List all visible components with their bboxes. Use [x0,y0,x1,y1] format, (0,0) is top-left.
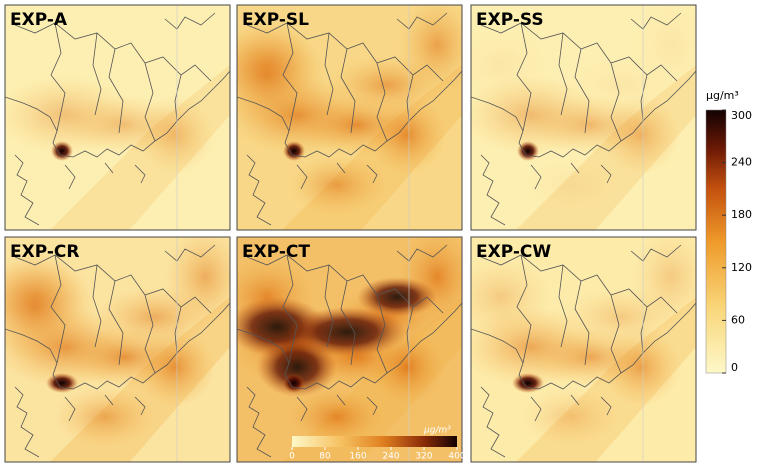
map-body [237,237,462,462]
tick-label: 300 [731,109,752,122]
hotspot [517,141,539,161]
hotspot [283,141,305,161]
panel-frame [236,4,463,231]
panel-frame [470,236,697,463]
tick-label: 240 [382,452,399,462]
map-body [5,237,230,462]
concentration-area [135,95,215,175]
inset-colorbar-bar [292,436,457,447]
map-panel: EXP-A [4,4,231,231]
tick-label: 0 [289,452,295,462]
map-body [5,5,230,230]
panel-frame [470,4,697,231]
colorbar-unit: μg/m³ [706,89,739,102]
panel-title: EXP-SS [476,10,544,30]
map-body [471,5,696,230]
concentration-area [257,337,337,397]
map-body [237,5,462,230]
colorbar [705,109,727,374]
colorbar-ticks: 0 60 120 180 240 300 [722,109,752,374]
map-panel: EXP-CT [236,236,463,463]
tick-label: 180 [731,208,752,221]
inset-colorbar-unit: μg/m³ [423,426,451,436]
map-body [471,237,696,462]
panel-title: EXP-A [10,10,68,30]
panel-frame [4,236,231,463]
concentration-area [237,20,327,130]
panel-frame [4,4,231,231]
concentration-area [521,155,621,215]
concentration-area [5,252,95,362]
panel-title: EXP-SL [242,10,309,30]
concentration-area [287,387,387,447]
tick-label: 60 [731,313,745,326]
panels: EXP-A EXP-SL EXP-SS EXP-CR EXP-CT EXP-CW [4,4,697,463]
concentration-area [287,155,387,215]
map-panel: EXP-CW [470,236,697,463]
inset-colorbar: μg/m³ 0 80 160 240 320 400 [289,426,466,462]
concentration-area [357,277,437,317]
panel-frame [236,236,463,463]
panel-title: EXP-CW [476,242,551,262]
tick-label: 120 [731,261,752,274]
concentration-area [521,387,621,447]
map-panel: EXP-SL [236,4,463,231]
concentration-area [165,237,230,327]
map-panel: EXP-CR [4,236,231,463]
hotspot [283,373,305,393]
concentration-area [471,257,551,337]
tick-label: 160 [349,452,366,462]
concentration-area [631,237,696,327]
tick-label: 320 [415,452,432,462]
concentration-area [631,5,696,95]
panel-title: EXP-CT [242,242,310,262]
panel-title: EXP-CR [10,242,80,262]
concentration-area [471,25,551,105]
tick-label: 80 [319,452,331,462]
concentration-area [397,5,462,95]
tick-label: 400 [448,452,465,462]
hotspot [512,373,544,393]
tick-label: 0 [731,361,738,374]
hotspot [46,373,78,393]
concentration-area [55,387,155,447]
map-panel: EXP-SS [470,4,697,231]
hotspot [51,141,73,161]
tick-label: 240 [731,156,752,169]
